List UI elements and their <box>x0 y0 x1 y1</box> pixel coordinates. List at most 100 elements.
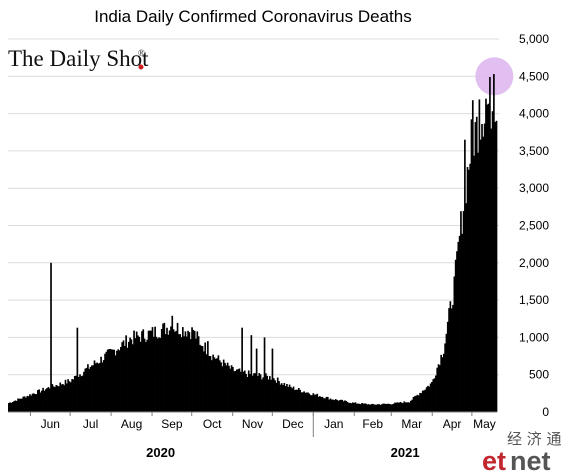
bar <box>478 99 481 413</box>
bar <box>296 389 299 412</box>
bar <box>454 259 457 412</box>
bar <box>358 403 361 412</box>
bar <box>88 368 91 412</box>
bar <box>77 376 80 412</box>
bar <box>138 336 141 412</box>
bar <box>255 348 258 412</box>
bar <box>212 354 214 412</box>
bar <box>170 326 172 412</box>
bar <box>127 341 130 412</box>
bar <box>43 390 46 412</box>
bar <box>470 119 473 412</box>
bar <box>167 334 170 412</box>
bar <box>221 366 224 412</box>
bar <box>52 386 55 412</box>
bar <box>188 332 191 412</box>
bar <box>346 402 349 412</box>
bar <box>58 386 60 412</box>
bar <box>67 379 69 412</box>
bar <box>287 387 290 412</box>
source-logo: The Daily Shot ® <box>8 46 149 71</box>
bar <box>84 368 87 412</box>
bar <box>229 368 232 412</box>
y-tick-label: 2,500 <box>519 219 549 233</box>
bar <box>131 344 134 412</box>
bar <box>72 379 75 412</box>
bar <box>63 385 66 412</box>
watermark-cjk-text: 经 济 通 <box>507 430 562 448</box>
bar <box>417 395 420 412</box>
bar <box>105 351 108 412</box>
bar <box>234 370 237 412</box>
bar <box>64 379 67 412</box>
bar <box>416 394 419 412</box>
bar <box>48 388 51 412</box>
y-tick-label: 3,000 <box>519 181 549 195</box>
bar <box>245 373 247 412</box>
bar <box>237 369 240 412</box>
bar <box>73 376 76 412</box>
bar <box>120 347 122 412</box>
bar <box>192 329 195 412</box>
bar <box>493 74 495 412</box>
bar <box>271 348 274 412</box>
bar <box>437 364 440 412</box>
watermark-et: et <box>482 446 506 474</box>
bar <box>344 400 346 412</box>
bar <box>421 390 424 412</box>
x-tick-label: Feb <box>362 417 383 431</box>
bar <box>114 355 117 412</box>
bar <box>102 360 105 412</box>
bar <box>91 365 93 412</box>
bar <box>457 241 460 412</box>
bar <box>490 128 493 413</box>
bar <box>51 384 54 412</box>
bar <box>464 139 466 412</box>
bar <box>226 362 229 412</box>
bar <box>382 403 384 412</box>
bar <box>176 322 179 412</box>
x-tick-label: Sep <box>161 417 183 431</box>
y-tick-label: 4,500 <box>519 69 549 83</box>
bar <box>340 399 342 412</box>
y-tick-label: 0 <box>542 405 549 419</box>
bar <box>242 371 245 412</box>
bar <box>481 124 483 412</box>
watermark-net: net <box>510 446 551 474</box>
bar <box>250 335 253 412</box>
bar <box>193 330 196 412</box>
x-tick-label: Dec <box>282 417 303 431</box>
bar <box>209 356 212 412</box>
bar <box>261 379 263 412</box>
bar <box>435 375 437 412</box>
bar <box>410 400 412 412</box>
bar <box>89 366 92 412</box>
bar <box>174 331 176 412</box>
bar <box>445 333 448 412</box>
bar <box>394 402 396 412</box>
x-tick-label: Nov <box>242 417 263 431</box>
bar <box>485 98 487 413</box>
bar <box>200 345 203 412</box>
bar <box>187 330 189 412</box>
y-axis-ticks: 0 500 1,000 1,500 2,000 2,500 3,000 3,500 4,000 4… <box>519 32 549 419</box>
bar <box>22 396 25 412</box>
bar <box>168 330 171 412</box>
bar <box>117 349 120 412</box>
bar <box>404 402 407 412</box>
bar <box>205 354 208 412</box>
bar <box>303 391 305 412</box>
bar <box>141 331 143 412</box>
bar <box>246 376 249 412</box>
bar <box>266 375 269 412</box>
bar <box>345 400 348 412</box>
bar <box>383 403 386 412</box>
bar <box>299 389 301 412</box>
bar <box>152 336 155 412</box>
bar <box>19 398 22 412</box>
bar <box>8 403 10 412</box>
bar <box>213 357 216 412</box>
bar <box>468 169 470 412</box>
bar <box>294 390 296 412</box>
bar <box>291 388 294 412</box>
